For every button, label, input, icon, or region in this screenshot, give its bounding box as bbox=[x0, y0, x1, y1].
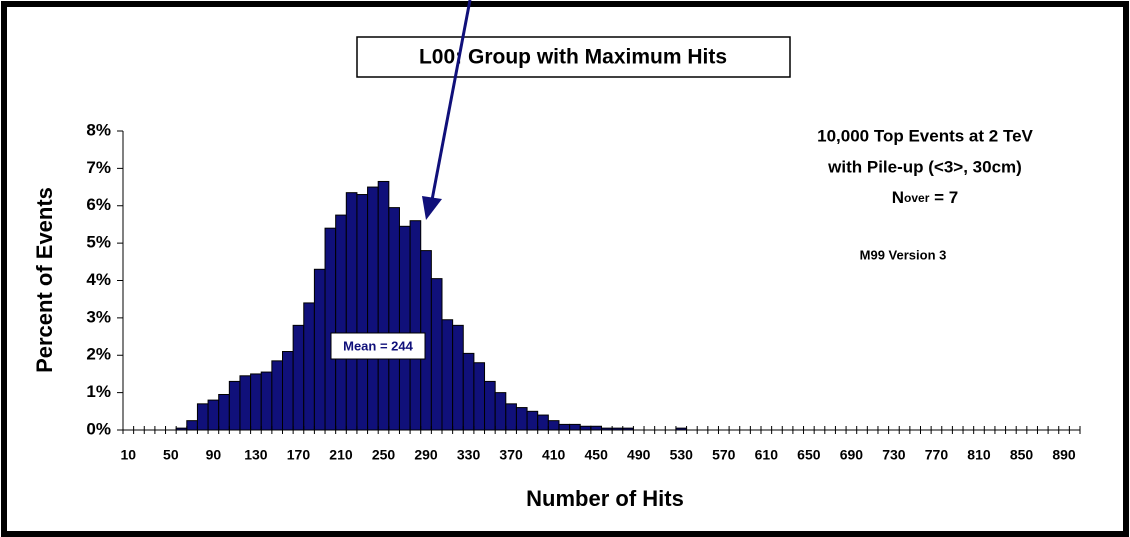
bar bbox=[292, 324, 305, 431]
bar bbox=[313, 268, 326, 431]
x-axis-label: Number of Hits bbox=[526, 486, 684, 511]
nover-label: Nover = 7 bbox=[892, 188, 958, 207]
bar bbox=[569, 423, 581, 431]
y-tick-label: 0% bbox=[86, 419, 111, 438]
bar bbox=[186, 420, 198, 431]
bar bbox=[356, 194, 369, 431]
chart-title: L00: Group with Maximum Hits bbox=[419, 46, 727, 69]
x-tick-label: 370 bbox=[499, 447, 523, 463]
bar bbox=[282, 351, 294, 431]
bar bbox=[398, 225, 411, 431]
info-line: with Pile-up (<3>, 30cm) bbox=[827, 157, 1022, 176]
bar bbox=[250, 373, 262, 431]
x-tick-label: 890 bbox=[1052, 447, 1076, 463]
x-tick-label: 330 bbox=[457, 447, 481, 463]
bar bbox=[484, 380, 496, 431]
y-tick-label: 4% bbox=[86, 270, 111, 289]
x-tick-label: 610 bbox=[755, 447, 779, 463]
bar bbox=[494, 392, 507, 431]
bar bbox=[505, 403, 517, 431]
x-tick-label: 530 bbox=[670, 447, 694, 463]
y-tick-label: 7% bbox=[86, 158, 111, 177]
bar bbox=[239, 375, 252, 431]
x-tick-label: 490 bbox=[627, 447, 651, 463]
bar bbox=[473, 362, 486, 431]
bar bbox=[558, 423, 571, 431]
bar bbox=[207, 399, 220, 431]
bar bbox=[388, 207, 400, 431]
x-tick-label: 50 bbox=[163, 447, 179, 463]
y-axis-label: Percent of Events bbox=[32, 187, 57, 373]
bar bbox=[452, 324, 464, 431]
bar bbox=[515, 407, 528, 431]
y-tick-label: 2% bbox=[86, 345, 111, 364]
y-tick-label: 3% bbox=[86, 307, 111, 326]
bar bbox=[196, 403, 209, 431]
bar bbox=[537, 414, 549, 431]
mean-box bbox=[330, 332, 426, 360]
bar bbox=[430, 278, 443, 431]
y-tick-label: 5% bbox=[86, 233, 111, 252]
bar bbox=[228, 380, 241, 431]
arrow-head bbox=[422, 196, 442, 220]
x-tick-label: 410 bbox=[542, 447, 566, 463]
bar bbox=[218, 393, 230, 431]
x-tick-label: 10 bbox=[121, 447, 137, 463]
x-tick-label: 650 bbox=[797, 447, 821, 463]
x-tick-label: 730 bbox=[882, 447, 906, 463]
title-box bbox=[356, 36, 791, 78]
version-label: M99 Version 3 bbox=[860, 247, 947, 262]
nover-main: N bbox=[892, 188, 904, 207]
arrow-shaft bbox=[430, 0, 472, 201]
bar bbox=[335, 214, 347, 431]
x-tick-label: 170 bbox=[287, 447, 311, 463]
x-tick-label: 130 bbox=[244, 447, 268, 463]
bar bbox=[324, 227, 337, 431]
bar bbox=[409, 220, 422, 431]
nover-rest: = 7 bbox=[929, 188, 958, 207]
x-tick-label: 90 bbox=[206, 447, 222, 463]
bar bbox=[260, 371, 273, 431]
bar bbox=[579, 425, 592, 431]
x-tick-label: 810 bbox=[967, 447, 991, 463]
bar bbox=[526, 410, 539, 431]
bar bbox=[590, 425, 602, 431]
x-tick-label: 770 bbox=[925, 447, 949, 463]
x-tick-label: 570 bbox=[712, 447, 736, 463]
x-tick-label: 850 bbox=[1010, 447, 1034, 463]
y-tick-label: 1% bbox=[86, 382, 111, 401]
x-tick-label: 210 bbox=[329, 447, 353, 463]
bar bbox=[547, 420, 560, 431]
bar bbox=[462, 352, 475, 431]
y-tick-label: 8% bbox=[86, 120, 111, 139]
info-line: 10,000 Top Events at 2 TeV bbox=[817, 126, 1033, 145]
nover-sub: over bbox=[904, 191, 930, 205]
x-tick-label: 450 bbox=[585, 447, 609, 463]
x-tick-label: 250 bbox=[372, 447, 396, 463]
bar bbox=[367, 186, 379, 431]
y-tick-label: 6% bbox=[86, 195, 111, 214]
bar bbox=[303, 302, 315, 431]
x-tick-label: 290 bbox=[414, 447, 438, 463]
plot: 0% 1% 2% 3% 4% 5% 6% 7% 8% 10 50 90 130 170 210 250 290 3… bbox=[86, 120, 1081, 463]
x-tick-label: 690 bbox=[840, 447, 864, 463]
bar bbox=[377, 180, 390, 431]
mean-label: Mean = 244 bbox=[343, 338, 414, 353]
bar bbox=[271, 360, 284, 431]
bar bbox=[441, 319, 454, 431]
bar bbox=[345, 192, 358, 431]
